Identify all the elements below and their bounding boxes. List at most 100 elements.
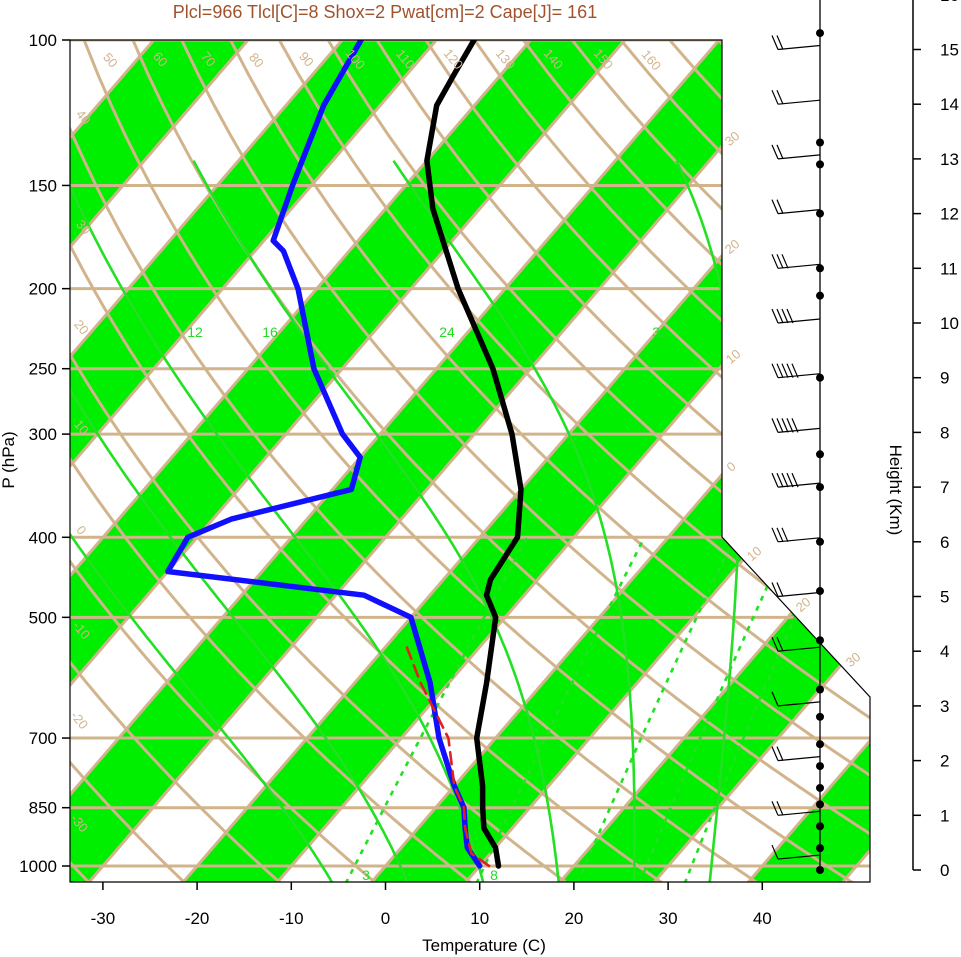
chart-title: Plcl=966 Tlcl[C]=8 Shox=2 Pwat[cm]=2 Cap… [173, 2, 597, 22]
green-stripe [70, 40, 846, 882]
mixing-ratio-line [638, 536, 791, 882]
isotherm-label-right: 20 [722, 236, 743, 257]
isotherm-line [272, 40, 870, 882]
wind-barb-flag [776, 35, 784, 50]
wind-barb-flag [771, 801, 779, 816]
height-tick-label: 1 [940, 806, 949, 825]
height-tick-label: 5 [940, 588, 949, 607]
wind-barb-flag [776, 199, 784, 214]
height-tick-label: 16 [940, 0, 959, 5]
pressure-tick-label: 300 [29, 425, 57, 444]
dry-adiabat [70, 40, 569, 882]
dry-adiabat [375, 40, 870, 882]
wind-barb-shaft [777, 591, 821, 598]
green-stripe [70, 40, 469, 882]
mixing-ratio-line [575, 536, 736, 882]
mixing-ratio-label: 16 [262, 324, 278, 340]
wind-barb-shaft [777, 427, 821, 433]
dry-adiabat [180, 40, 870, 882]
isotherm-line [70, 40, 753, 882]
temperature-tick-label: -30 [91, 909, 116, 928]
isotherm-label-left: -20 [68, 708, 92, 732]
mixing-ratio-label: 32 [652, 324, 668, 340]
mixing-ratio-label: 8 [490, 867, 498, 883]
height-tick-label: 12 [940, 205, 959, 224]
dry-adiabat [70, 40, 473, 882]
dry-adiabat [326, 40, 870, 882]
wind-barb-shaft [777, 756, 821, 762]
height-dot [816, 264, 824, 273]
dry-adiabat [70, 40, 282, 882]
height-dot [816, 450, 824, 459]
wind-barb-shaft [777, 44, 821, 51]
height-dot [816, 822, 824, 831]
height-dot [816, 783, 824, 792]
wind-barb-flag [786, 472, 794, 488]
y-axis-label: P (hPa) [0, 431, 18, 488]
height-tick-label: 3 [940, 697, 949, 716]
wind-barb-flag [791, 363, 799, 378]
wind-barb-flag [771, 199, 779, 214]
dry-adiabat [131, 40, 870, 882]
height-tick-label: 13 [940, 150, 959, 169]
dry-adiabat [229, 40, 870, 882]
wind-barb-flag [781, 472, 789, 488]
wind-barb-flag [771, 844, 779, 860]
height-tick-label: 9 [940, 369, 949, 388]
wind-barb-flag [771, 527, 779, 543]
isotherm-line [554, 40, 870, 882]
mixing-ratio-lines [344, 536, 832, 882]
mixing-ratio-label: 12 [187, 324, 203, 340]
pressure-tick-label: 850 [29, 799, 57, 818]
height-dot [816, 138, 824, 147]
wind-barb-flag [771, 691, 779, 707]
wind-column: 30 20 10 0 10 20 30 [722, 0, 863, 874]
green-stripe [70, 40, 658, 882]
mixing-ratio-line [683, 536, 832, 882]
wind-barb-flag [781, 363, 789, 378]
green-stripe [555, 40, 870, 882]
wind-barb-flag [776, 472, 784, 488]
height-dot [816, 762, 824, 771]
height-dot [816, 712, 824, 721]
isotherm-line [70, 40, 282, 882]
wind-barb-flag [786, 308, 794, 324]
theta-label: 90 [296, 49, 317, 70]
moist-adiabat [392, 159, 636, 882]
dry-adiabat [70, 40, 760, 882]
wind-barb-flag [781, 308, 789, 324]
height-dot [816, 373, 824, 382]
wind-barb-flag [791, 472, 799, 488]
wind-barb-shaft [777, 854, 821, 860]
moist-adiabat [70, 160, 334, 882]
mixing-ratio-line [475, 536, 646, 882]
height-tick-label: 8 [940, 423, 949, 442]
isotherm-label-right: 20 [793, 594, 814, 615]
wind-barb-flag [776, 363, 784, 378]
plot-frame [69, 39, 871, 883]
temperature-tick-label: 40 [753, 909, 772, 928]
isotherm-label-right: 0 [724, 458, 739, 474]
isotherm-line [70, 40, 659, 882]
pressure-tick-label: 400 [29, 528, 57, 547]
plot-area: 50 60 70 80 90 100 110 120 130 140 150 160403020100… [68, 40, 870, 883]
wind-barb-flag [771, 35, 779, 50]
wind-barb-flag [771, 89, 779, 105]
height-tick-label: 7 [940, 478, 949, 497]
height-tick-label: 10 [940, 314, 959, 333]
pressure-tick-label: 1000 [19, 857, 57, 876]
pressure-axis: 100 150 200 250 300 400 500 700 850 1000 [19, 31, 70, 876]
pressure-tick-label: 100 [29, 31, 57, 50]
wind-barb-flag [776, 746, 784, 761]
dry-adiabat [70, 40, 664, 882]
height-dot [816, 844, 824, 853]
isotherm-label-left: 0 [73, 523, 89, 538]
temperature-tick-label: 30 [659, 909, 678, 928]
wind-barb-flag [776, 144, 784, 160]
height-dot [816, 160, 824, 169]
height-axis-label: Height (Km) [886, 445, 905, 536]
wind-barb-flag [781, 527, 789, 543]
temperature-tick-label: 20 [564, 909, 583, 928]
mixing-ratio-label: 3 [362, 867, 370, 883]
